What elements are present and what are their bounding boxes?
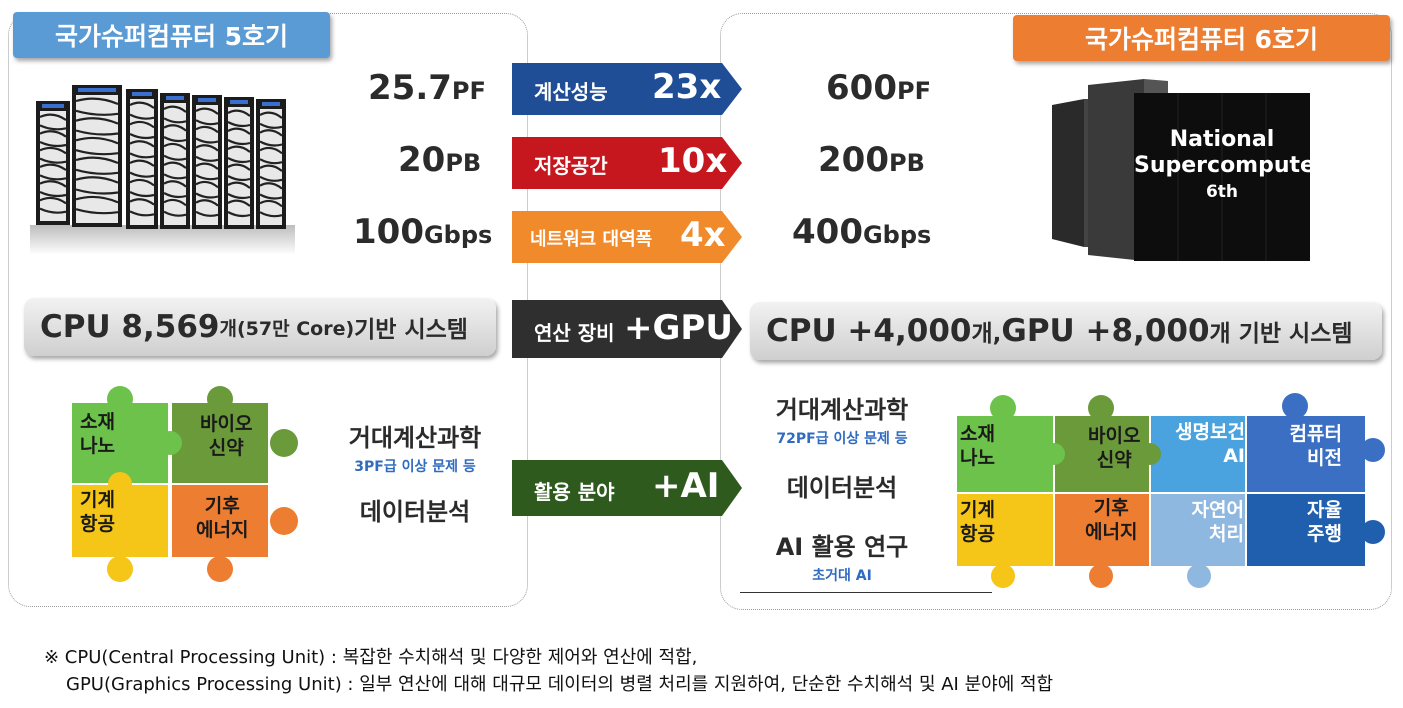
right-use-group: 거대계산과학 72PF급 이상 문제 등 데이터분석 AI 활용 연구 초거대 … bbox=[775, 396, 909, 584]
right-piece-autonomous: 자율 주행 bbox=[1307, 499, 1342, 545]
supercomputer-6-image: National Supercomputer 6th bbox=[1048, 75, 1326, 265]
footnote-gpu: GPU(Graphics Processing Unit) : 일부 연산에 대… bbox=[66, 674, 1054, 695]
server-racks-image bbox=[30, 85, 295, 255]
rack-text-1: National bbox=[1169, 127, 1275, 152]
right-piece-health-ai: 생명보건 AI bbox=[1175, 421, 1245, 467]
right-puzzle bbox=[957, 393, 1385, 588]
right-piece-vision: 컴퓨터 비전 bbox=[1289, 423, 1342, 469]
right-piece-bio: 바이오 신약 bbox=[1088, 425, 1141, 471]
right-piece-materials: 소재 나노 bbox=[960, 423, 995, 469]
left-piece-materials: 소재 나노 bbox=[80, 411, 115, 457]
right-stat-storage: 200PB bbox=[818, 140, 925, 180]
right-piece-mech: 기계 항공 bbox=[960, 499, 995, 545]
left-stat-storage: 20PB bbox=[398, 140, 482, 180]
left-title: 국가슈퍼컴퓨터 5호기 bbox=[13, 12, 330, 58]
left-use-group: 거대계산과학 3PF급 이상 문제 등 데이터분석 bbox=[348, 424, 482, 526]
left-puzzle bbox=[72, 386, 298, 582]
left-piece-climate: 기후 에너지 bbox=[196, 495, 249, 541]
right-piece-nlp: 자연어 처리 bbox=[1191, 499, 1244, 545]
right-stat-network: 400Gbps bbox=[792, 212, 932, 252]
right-stat-performance: 600PF bbox=[826, 68, 931, 108]
footnote-cpu: ※ CPU(Central Processing Unit) : 복잡한 수치해… bbox=[44, 647, 698, 668]
right-piece-climate: 기후 에너지 bbox=[1085, 497, 1138, 543]
left-system-box: CPU 8,569 개(57만 Core) 기반 시스템 bbox=[24, 298, 496, 356]
rack-text-3: 6th bbox=[1205, 182, 1239, 202]
right-title: 국가슈퍼컴퓨터 6호기 bbox=[1013, 15, 1390, 61]
rack-text-2: Supercomputer bbox=[1134, 153, 1326, 178]
right-use-underline bbox=[740, 592, 992, 593]
left-piece-mech: 기계 항공 bbox=[80, 489, 115, 535]
left-stat-performance: 25.7PF bbox=[368, 68, 486, 108]
left-piece-bio: 바이오 신약 bbox=[200, 413, 253, 459]
left-stat-network: 100Gbps bbox=[353, 212, 493, 252]
right-system-box: CPU +4,000 개, GPU +8,000 개 기반 시스템 bbox=[750, 302, 1382, 360]
